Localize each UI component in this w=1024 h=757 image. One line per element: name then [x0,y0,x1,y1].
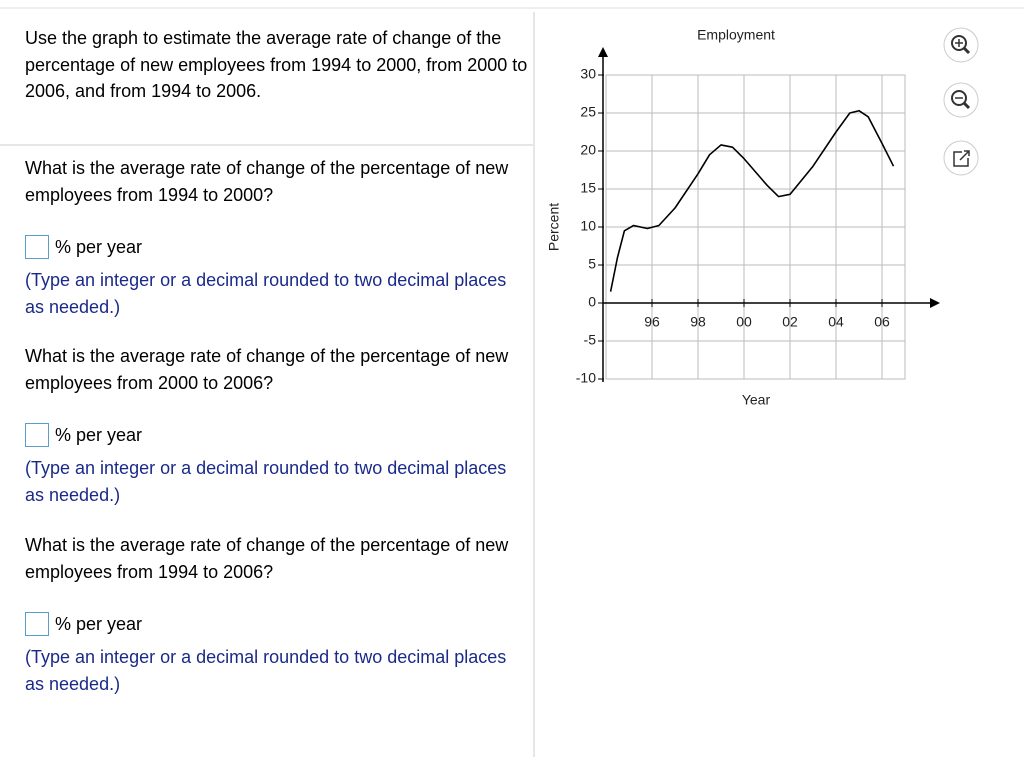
pop-out[interactable] [943,140,979,176]
unit-label: % per year [55,237,143,257]
chart-title: Employment [697,27,775,43]
y-tick-label: 10 [580,218,596,234]
answer-input[interactable] [25,235,49,259]
x-tick-label: 06 [874,314,890,330]
y-tick-label: -10 [576,370,596,386]
y-tick-label: 15 [580,180,596,196]
hint: (Type an integer or a decimal rounded to… [25,270,507,317]
hint: (Type an integer or a decimal rounded to… [25,458,507,505]
answer-input[interactable] [25,612,49,636]
y-tick-label: 0 [588,294,596,310]
unit-label: % per year [55,614,143,634]
y-tick-label: -5 [584,332,597,348]
y-tick-label: 20 [580,142,596,158]
x-tick-label: 02 [782,314,798,330]
x-tick-label: 04 [828,314,844,330]
y-axis-label: Percent [546,203,562,251]
y-axis-arrow [598,47,608,57]
zoom-out[interactable] [943,82,979,118]
x-tick-label: 98 [690,314,706,330]
y-tick-label: 30 [580,66,596,82]
question-prompt: What is the average rate of change of th… [25,535,509,582]
hint: (Type an integer or a decimal rounded to… [25,647,507,694]
zoom-in[interactable] [943,27,979,63]
x-axis-arrow [930,298,940,308]
x-tick-label: 96 [644,314,660,330]
y-tick-label: 25 [580,104,596,120]
x-axis-label: Year [742,392,771,408]
answer-input[interactable] [25,423,49,447]
question-prompt: What is the average rate of change of th… [25,346,509,393]
question-prompt: What is the average rate of change of th… [25,158,509,205]
y-tick-label: 5 [588,256,596,272]
x-tick-label: 00 [736,314,752,330]
intro: Use the graph to estimate the average ra… [25,28,528,101]
line [609,109,895,292]
unit-label: % per year [55,425,143,445]
